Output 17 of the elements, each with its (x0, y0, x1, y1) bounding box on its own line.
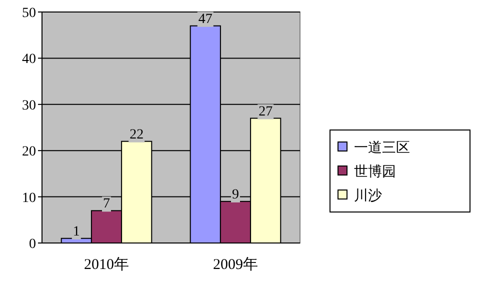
data-label: 1 (72, 224, 80, 240)
data-label: 47 (198, 12, 212, 27)
data-label: 27 (258, 104, 273, 120)
x-tick-label: 2009年 (213, 256, 258, 273)
data-label: 22 (130, 127, 144, 142)
legend-label: 一道三区 (354, 140, 410, 156)
y-tick-label: 0 (29, 237, 36, 252)
x-tick-label: 2010年 (84, 256, 129, 273)
data-label: 7 (103, 196, 110, 212)
data-label: 9 (232, 187, 239, 202)
y-tick-label: 50 (22, 6, 36, 21)
y-tick-label: 40 (22, 52, 36, 68)
y-tick-label: 20 (22, 144, 36, 160)
legend-label: 川沙 (354, 188, 382, 204)
y-tick-label: 30 (22, 98, 36, 114)
y-tick-label: 10 (22, 190, 36, 206)
legend-label: 世博园 (354, 164, 396, 180)
